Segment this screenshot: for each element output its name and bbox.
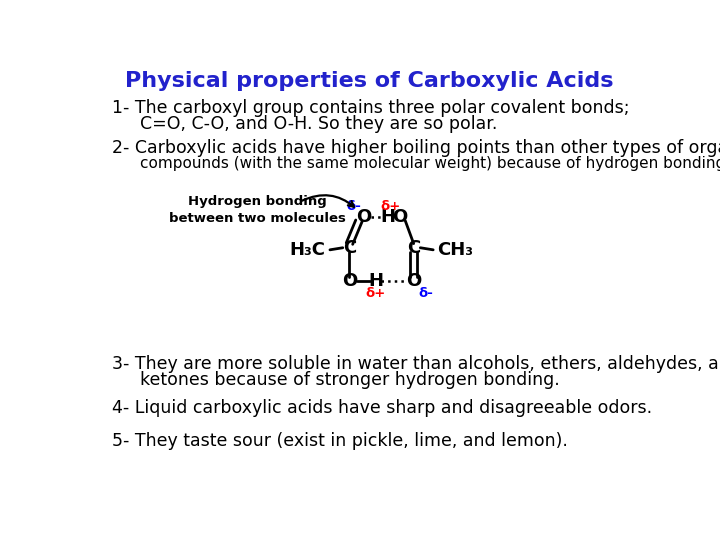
Text: Hydrogen bonding
between two molecules: Hydrogen bonding between two molecules	[169, 195, 346, 225]
Text: O: O	[406, 272, 421, 290]
Text: δ+: δ+	[380, 200, 400, 213]
Text: H: H	[368, 272, 383, 290]
Text: C: C	[407, 239, 420, 256]
Text: 5- They taste sour (exist in pickle, lime, and lemon).: 5- They taste sour (exist in pickle, lim…	[112, 432, 568, 450]
Text: 1- The carboxyl group contains three polar covalent bonds;: 1- The carboxyl group contains three pol…	[112, 99, 630, 118]
Text: H₃C: H₃C	[289, 241, 325, 259]
Text: CH₃: CH₃	[438, 241, 474, 259]
Text: O: O	[356, 207, 371, 226]
Text: 4- Liquid carboxylic acids have sharp and disagreeable odors.: 4- Liquid carboxylic acids have sharp an…	[112, 399, 652, 417]
Text: 3- They are more soluble in water than alcohols, ethers, aldehydes, and: 3- They are more soluble in water than a…	[112, 355, 720, 373]
Text: 2- Carboxylic acids have higher boiling points than other types of organic: 2- Carboxylic acids have higher boiling …	[112, 139, 720, 157]
Text: δ-: δ-	[346, 200, 361, 213]
Text: Physical properties of Carboxylic Acids: Physical properties of Carboxylic Acids	[125, 71, 613, 91]
Text: H: H	[380, 207, 395, 226]
Text: C: C	[343, 239, 356, 256]
Text: δ-: δ-	[418, 287, 433, 300]
Text: compounds (with the same molecular weight) because of hydrogen bonding.: compounds (with the same molecular weigh…	[140, 156, 720, 171]
Text: δ+: δ+	[366, 287, 386, 300]
Text: ketones because of stronger hydrogen bonding.: ketones because of stronger hydrogen bon…	[140, 370, 560, 389]
Text: O: O	[342, 272, 357, 290]
Text: O: O	[392, 207, 408, 226]
Text: C=O, C-O, and O-H. So they are so polar.: C=O, C-O, and O-H. So they are so polar.	[140, 115, 498, 133]
